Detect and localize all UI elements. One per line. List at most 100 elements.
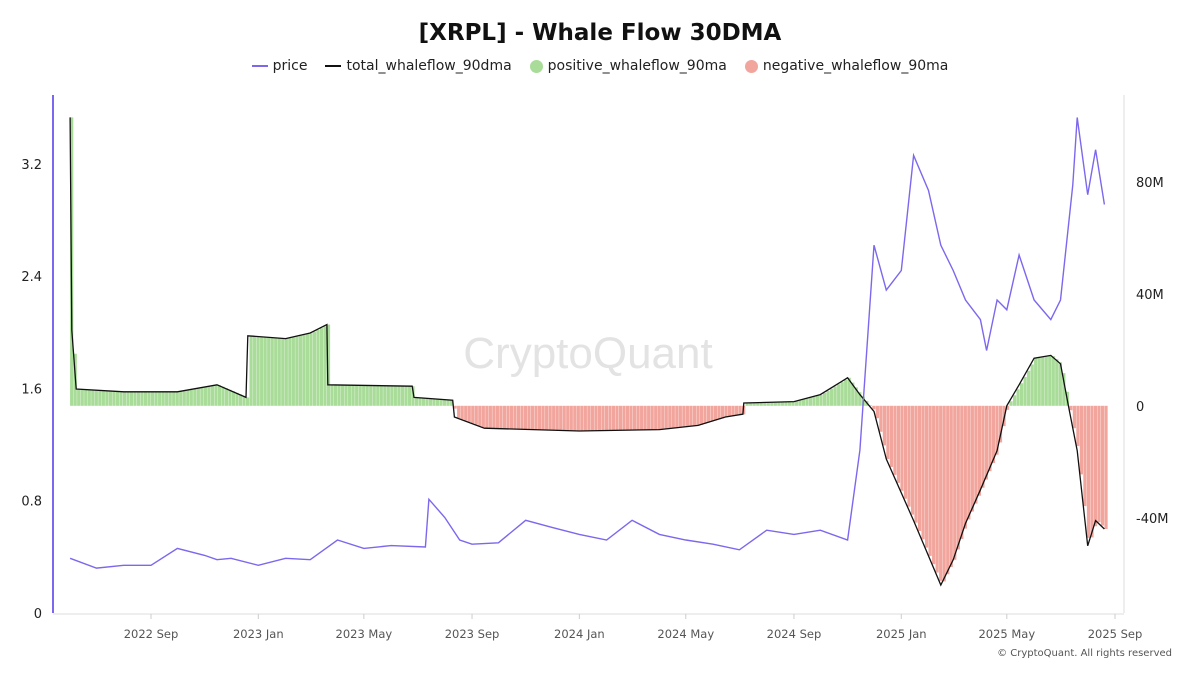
positive-whaleflow-bar: [414, 397, 419, 406]
x-tick-label: 2024 May: [657, 627, 714, 641]
negative-whaleflow-bar: [717, 405, 721, 420]
legend-item-price[interactable]: price: [251, 58, 307, 74]
positive-whaleflow-bar: [344, 385, 348, 406]
chart-title: [XRPL] - Whale Flow 30DMA: [418, 20, 782, 46]
positive-whaleflow-bar: [323, 326, 327, 406]
positive-whaleflow-bar: [763, 402, 767, 406]
negative-whaleflow-bar: [956, 405, 960, 550]
negative-whaleflow-bar: [949, 405, 953, 567]
negative-whaleflow-bar: [650, 405, 654, 430]
negative-whaleflow-bar: [587, 405, 591, 431]
positive-whaleflow-bar: [122, 391, 127, 406]
negative-whaleflow-bar: [675, 405, 679, 428]
positive-whaleflow-bar: [833, 386, 837, 406]
positive-whaleflow-bar: [270, 337, 274, 406]
negative-whaleflow-bar: [513, 405, 517, 430]
positive-whaleflow-bar: [752, 402, 756, 406]
positive-whaleflow-bar: [854, 387, 858, 406]
negative-whaleflow-bar: [917, 405, 922, 531]
negative-whaleflow-bar: [604, 405, 609, 431]
negative-whaleflow-bar: [879, 405, 883, 432]
positive-whaleflow-bar: [182, 390, 186, 406]
positive-whaleflow-bar: [365, 385, 369, 406]
negative-whaleflow-bar: [583, 405, 587, 431]
negative-whaleflow-bar: [597, 405, 602, 431]
positive-whaleflow-bar: [369, 385, 373, 406]
negative-whaleflow-bar: [696, 405, 700, 426]
positive-whaleflow-bar: [822, 392, 827, 406]
positive-whaleflow-bar: [133, 391, 137, 406]
positive-whaleflow-bar: [87, 389, 91, 406]
positive-whaleflow-bar: [333, 384, 338, 406]
positive-whaleflow-bar: [98, 390, 102, 406]
negative-whaleflow-bar: [889, 405, 894, 467]
legend-item-positive[interactable]: positive_whaleflow_90ma: [529, 58, 727, 74]
negative-whaleflow-bar: [699, 405, 704, 425]
legend-label: negative_whaleflow_90ma: [762, 58, 949, 74]
negative-whaleflow-bar: [735, 405, 739, 416]
positive-whaleflow-bar: [1023, 376, 1027, 406]
legend-item-total[interactable]: total_whaleflow_90dma: [325, 58, 512, 74]
x-tick-label: 2023 Jan: [233, 627, 284, 641]
negative-whaleflow-bar: [671, 405, 675, 429]
positive-whaleflow-bar: [1062, 373, 1066, 406]
negative-whaleflow-bar: [1076, 405, 1080, 447]
dot-swatch-icon: [744, 59, 758, 73]
legend-label: total_whaleflow_90dma: [346, 58, 512, 74]
positive-whaleflow-bar: [277, 338, 281, 406]
negative-whaleflow-bar: [545, 405, 549, 430]
negative-whaleflow-bar: [963, 405, 967, 529]
negative-whaleflow-bar: [981, 405, 985, 488]
positive-whaleflow-bar: [443, 399, 447, 406]
positive-whaleflow-bar: [1020, 383, 1024, 406]
negative-whaleflow-bar: [682, 405, 686, 428]
negative-whaleflow-bar: [692, 405, 697, 426]
positive-whaleflow-bar: [435, 398, 440, 406]
negative-whaleflow-bar: [453, 405, 457, 409]
positive-whaleflow-bar: [80, 389, 84, 406]
y-right-tick: 0: [1136, 400, 1144, 415]
positive-whaleflow-bar: [168, 391, 172, 406]
negative-whaleflow-bar: [886, 405, 890, 459]
legend-item-negative[interactable]: negative_whaleflow_90ma: [744, 58, 949, 74]
negative-whaleflow-bar: [467, 405, 471, 422]
negative-whaleflow-bar: [967, 405, 971, 520]
negative-whaleflow-bar: [960, 405, 964, 539]
positive-whaleflow-bar: [84, 389, 88, 406]
positive-whaleflow-bar: [780, 401, 784, 406]
positive-whaleflow-bar: [326, 324, 331, 406]
positive-whaleflow-bar: [756, 402, 760, 406]
negative-whaleflow-bar: [460, 405, 464, 420]
x-tick-label: 2025 May: [978, 627, 1035, 641]
positive-whaleflow-bar: [196, 388, 200, 406]
negative-whaleflow-bar: [625, 405, 630, 431]
negative-whaleflow-bar: [548, 405, 552, 431]
negative-whaleflow-bar: [661, 405, 665, 430]
negative-whaleflow-bar: [1069, 405, 1073, 411]
positive-whaleflow-bar: [372, 385, 376, 406]
positive-whaleflow-bar: [186, 390, 190, 406]
dot-swatch-icon: [529, 59, 543, 73]
positive-whaleflow-bar: [238, 394, 243, 406]
positive-whaleflow-bar: [1044, 356, 1048, 406]
negative-whaleflow-bar: [643, 405, 647, 430]
x-tick-label: 2023 May: [336, 627, 393, 641]
negative-whaleflow-bar: [713, 405, 718, 421]
negative-whaleflow-bar: [970, 405, 974, 512]
positive-whaleflow-bar: [281, 338, 285, 406]
negative-whaleflow-bar: [900, 405, 904, 491]
positive-whaleflow-bar: [1016, 389, 1020, 406]
negative-whaleflow-bar: [499, 405, 503, 429]
positive-whaleflow-bar: [439, 399, 443, 406]
positive-whaleflow-bar: [759, 402, 763, 406]
positive-whaleflow-bar: [773, 402, 777, 406]
positive-whaleflow-bar: [140, 391, 144, 406]
positive-whaleflow-bar: [805, 398, 809, 406]
positive-whaleflow-bar: [770, 402, 774, 406]
price-line: [69, 117, 1106, 569]
positive-whaleflow-bar: [337, 384, 341, 406]
positive-whaleflow-bar: [400, 386, 404, 406]
negative-whaleflow-bar: [953, 405, 957, 560]
negative-whaleflow-bar: [657, 405, 661, 430]
